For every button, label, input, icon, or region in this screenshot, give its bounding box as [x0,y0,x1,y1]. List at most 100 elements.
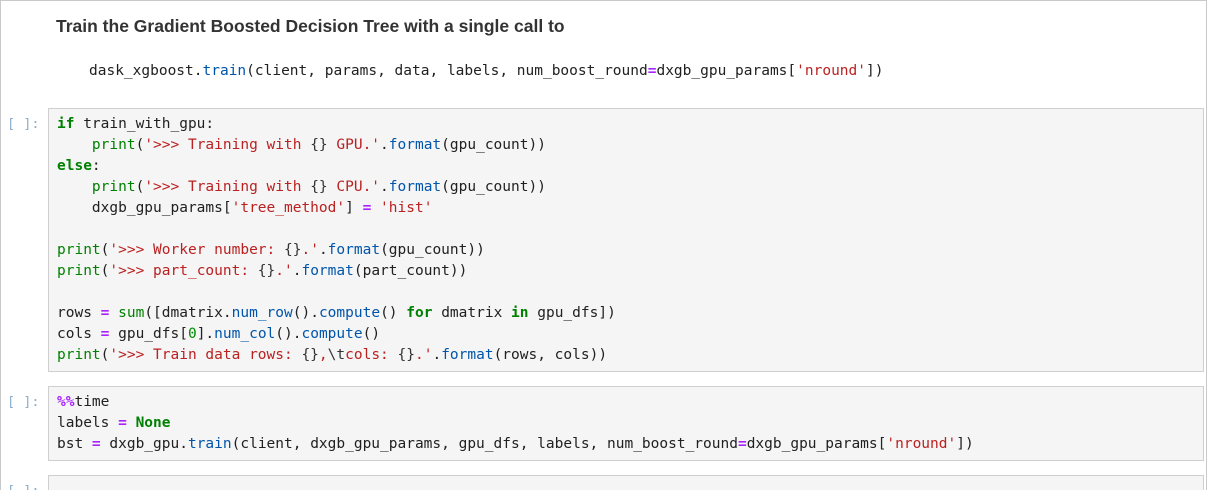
code-token: dxgb_gpu_params[ [57,200,232,216]
code-token: . [318,242,328,258]
code-token: GPU.' [327,137,381,153]
code-token: (). [275,326,302,342]
code-token: dxgb_gpu_params[ [746,436,887,452]
code-token: ( [100,242,110,258]
code-token: if [57,116,75,132]
code-editor-3[interactable] [48,475,1204,490]
code-token: dask_xgboost. [89,63,203,79]
markdown-code-snippet: dask_xgboost.train(client, params, data,… [89,61,1206,82]
code-token: '>>> Training with [144,137,311,153]
code-token: {} [397,347,415,363]
code-token: gpu_dfs]) [528,305,616,321]
code-token [109,305,118,321]
code-token: print [91,179,136,195]
code-token: in [511,305,529,321]
code-line: dask_xgboost.train(client, params, data,… [89,61,1206,82]
code-token: = [118,415,127,431]
code-token: = [100,305,110,321]
code-token: ]) [956,436,974,452]
markdown-heading: Train the Gradient Boosted Decision Tree… [56,16,565,36]
code-token: num_col [214,326,276,342]
code-token: gpu_dfs[ [109,326,188,342]
code-token: labels [57,415,119,431]
code-line [57,282,1195,303]
code-token: ]. [196,326,215,342]
code-token: num_row [231,305,293,321]
code-token: ( [135,179,145,195]
code-token: format [388,179,442,195]
code-token: (rows, cols)) [493,347,608,363]
code-token: '>>> Training with [144,179,311,195]
code-token: {} [257,263,276,279]
code-token: (gpu_count)) [441,179,546,195]
code-token: rows [57,305,101,321]
code-token: . [292,263,302,279]
code-token: = [362,200,372,216]
code-token: .' [414,347,433,363]
code-token: format [441,347,494,363]
code-token: train [202,63,247,79]
code-token: () [380,305,407,321]
code-token: = [100,326,110,342]
code-token: \t [327,347,346,363]
code-token: {} [310,179,328,195]
code-line: rows = sum([dmatrix.num_row().compute() … [57,303,1195,324]
code-token: 'hist' [380,200,433,216]
code-token: cols [57,326,101,342]
code-line: bst = dxgb_gpu.train(client, dxgb_gpu_pa… [57,434,1195,455]
code-token: cols: [345,347,398,363]
code-token: 0 [187,326,197,342]
code-token: ([dmatrix. [144,305,232,321]
code-token: 'nround' [796,63,866,79]
code-token: for [406,305,433,321]
code-token: train [187,436,232,452]
code-token: '>>> Worker number: [109,242,284,258]
cell-prompt-1: [ ]: [7,116,40,132]
code-cell-1[interactable]: [ ]: if train_with_gpu: print('>>> Train… [1,108,1206,372]
code-token: print [91,137,136,153]
code-token: print [57,242,101,258]
code-line: if train_with_gpu: [57,114,1195,135]
code-token: time [74,394,110,410]
code-line: print('>>> Training with {} CPU.'.format… [57,177,1195,198]
code-token: format [388,137,442,153]
code-token: 'nround' [886,436,957,452]
code-line [57,219,1195,240]
code-cell-2[interactable]: [ ]: %%time labels = None bst = dxgb_gpu.t… [1,386,1206,461]
code-line: print('>>> Train data rows: {},\tcols: {… [57,345,1195,366]
code-token: . [432,347,442,363]
code-token: bst [57,436,92,452]
code-token: sum [118,305,145,321]
code-token: ( [100,347,110,363]
code-token: () [362,326,381,342]
markdown-cell[interactable]: Train the Gradient Boosted Decision Tree… [1,1,1206,108]
code-line: %%time [57,392,1195,413]
code-token: print [57,347,101,363]
code-token: format [301,263,354,279]
code-token: '>>> part_count: [109,263,258,279]
code-token: = [91,436,101,452]
code-token: '>>> Train data rows: [109,347,302,363]
code-token: ] [345,200,363,216]
code-token: None [135,415,171,431]
code-token: 'tree_method' [231,200,346,216]
code-token: (client, dxgb_gpu_params, gpu_dfs, label… [231,436,738,452]
code-token: dxgb_gpu. [100,436,188,452]
code-editor-2[interactable]: %%time labels = None bst = dxgb_gpu.train(… [48,386,1204,461]
code-line [57,481,1195,490]
code-token: : [91,158,101,174]
code-token: format [327,242,381,258]
code-token: (client, params, data, labels, num_boost… [246,63,648,79]
code-token: dxgb_gpu_params[ [656,63,797,79]
code-token: (). [292,305,319,321]
code-token: {} [284,242,302,258]
code-token [127,415,136,431]
code-cell-3[interactable]: [ ]: [1,475,1206,490]
code-editor-1[interactable]: if train_with_gpu: print('>>> Training w… [48,108,1204,372]
code-token: ( [135,137,145,153]
code-token: {} [301,347,319,363]
code-token: . [380,179,389,195]
code-token: else [57,158,92,174]
code-token: ( [100,263,110,279]
